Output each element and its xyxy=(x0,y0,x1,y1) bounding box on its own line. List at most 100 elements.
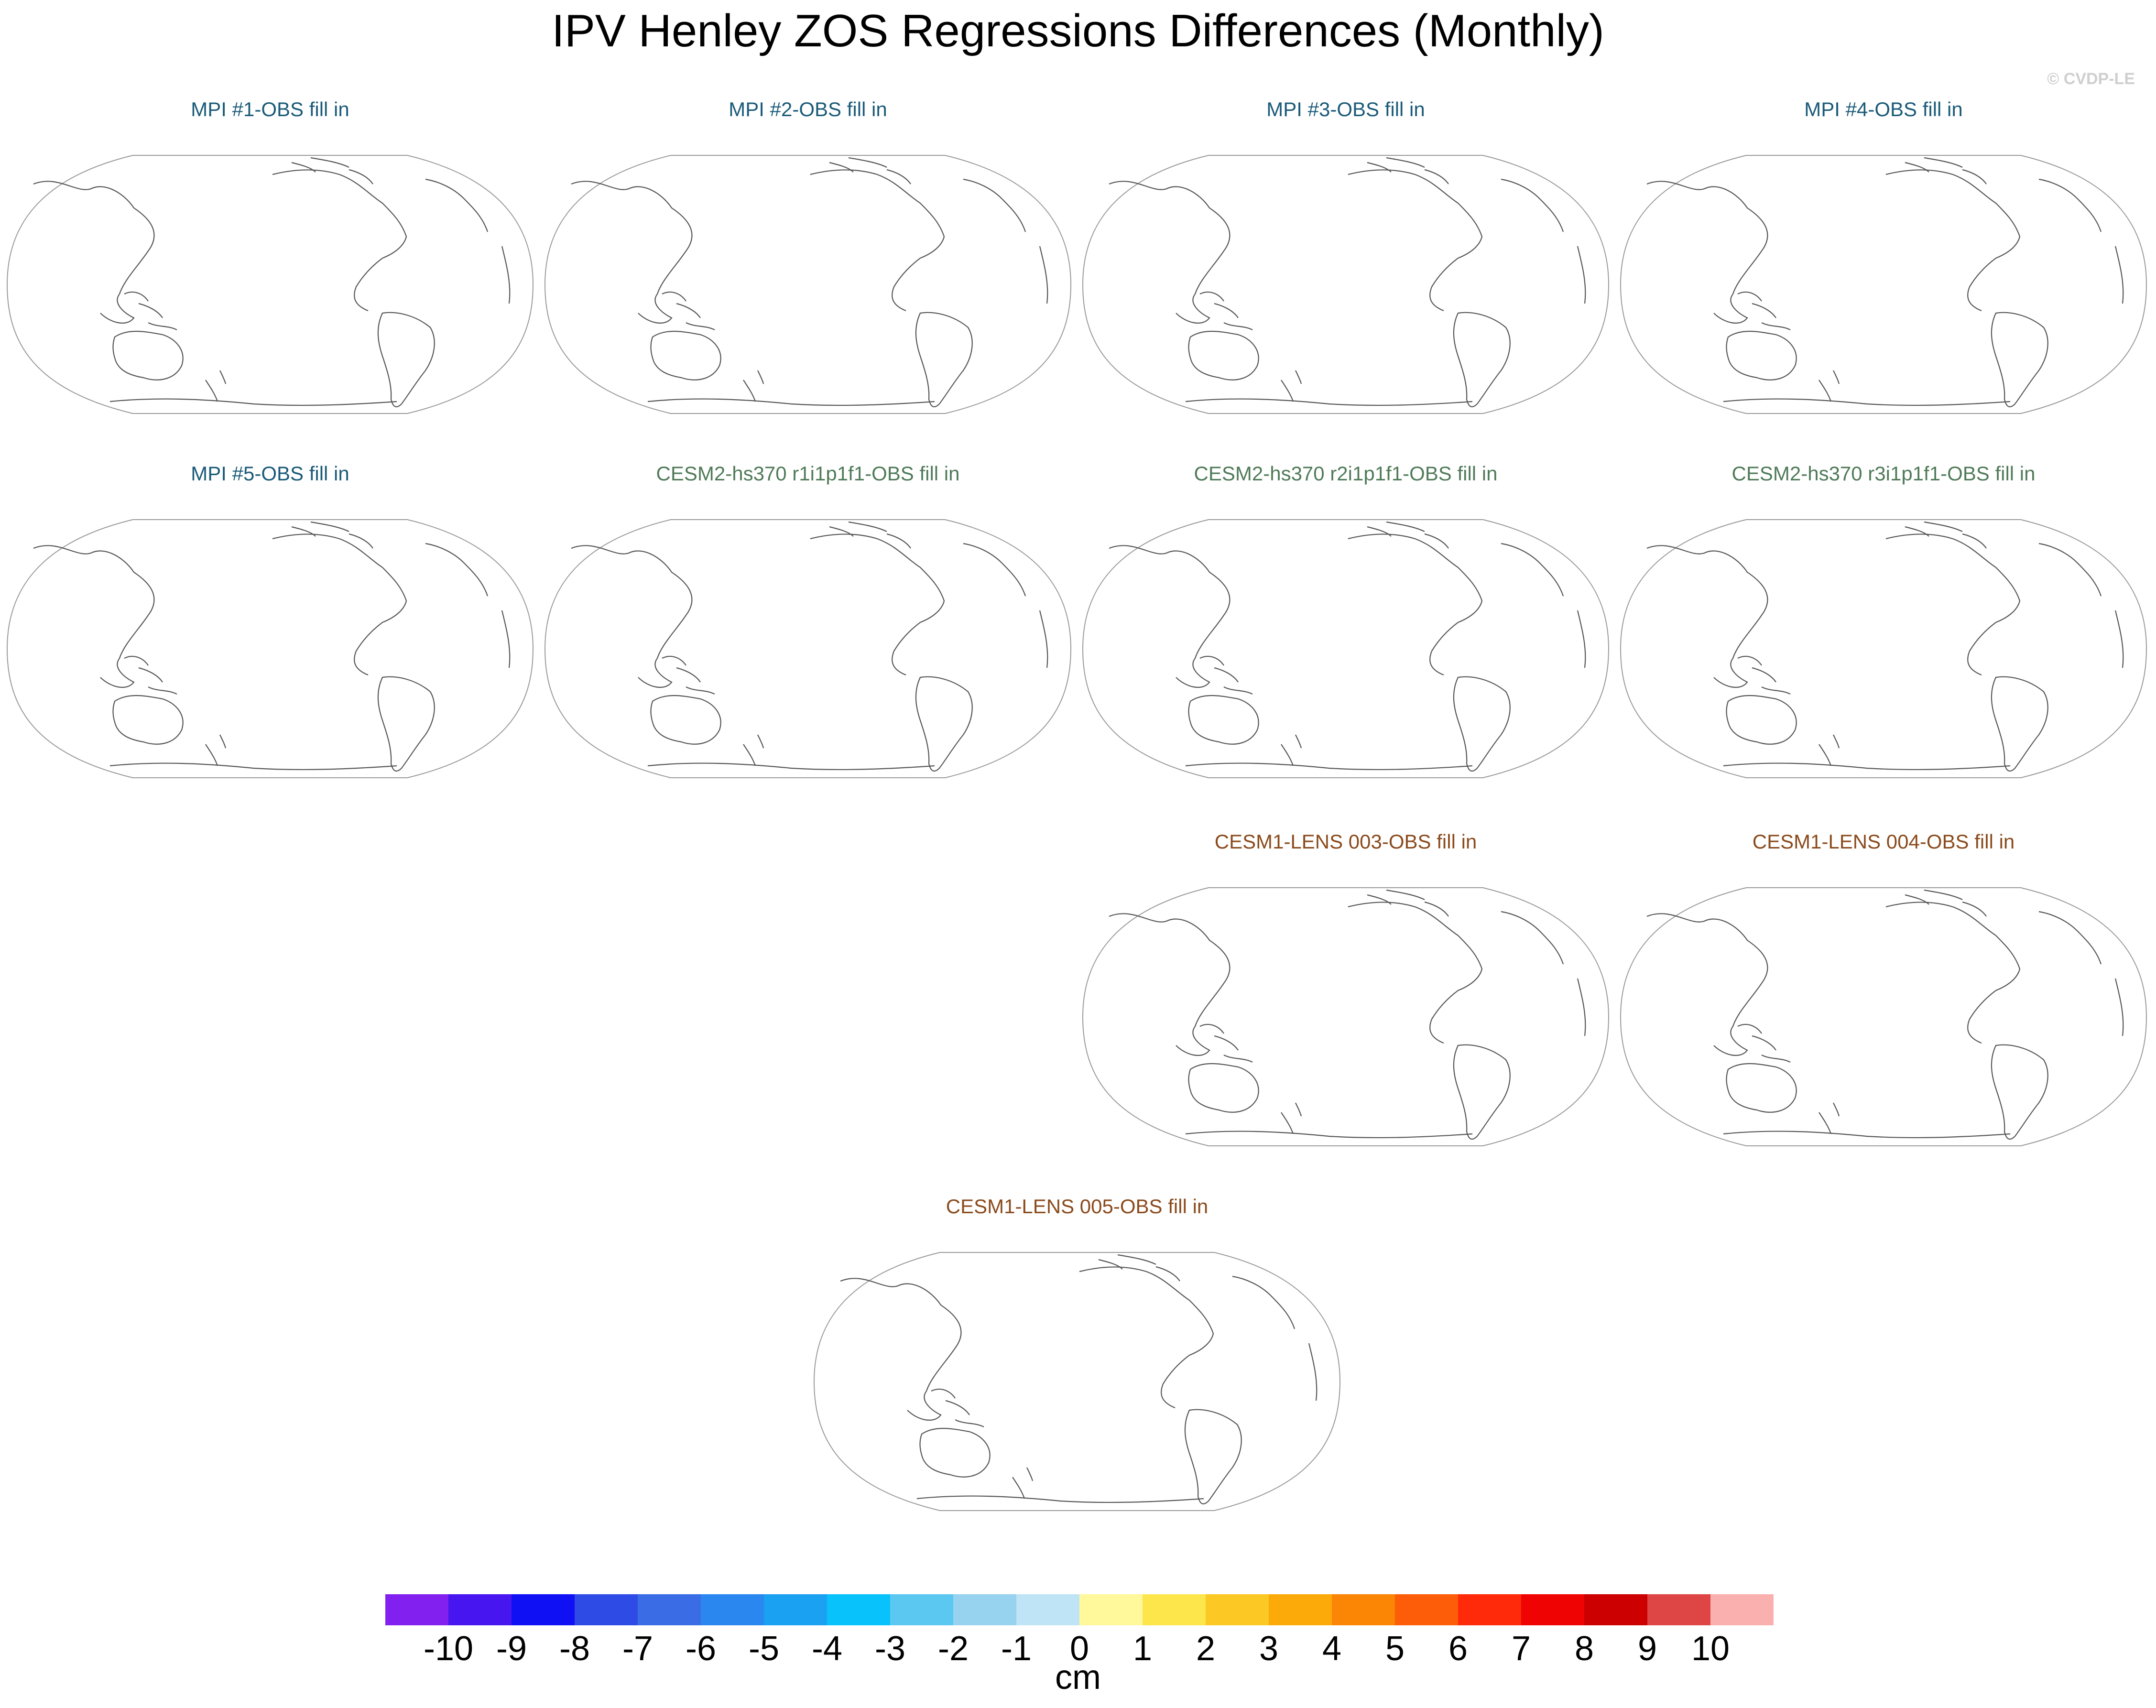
coastline xyxy=(1885,533,2021,676)
panel-title: CESM2-hs370 r3i1p1f1-OBS fill in xyxy=(1731,462,2036,485)
coastline xyxy=(1453,676,1511,772)
colorbar-tick-label: -3 xyxy=(874,1630,906,1668)
panel-title: MPI #2-OBS fill in xyxy=(729,98,887,120)
world-map xyxy=(544,155,1072,414)
colorbar-tick-label: 3 xyxy=(1259,1630,1279,1668)
coastline xyxy=(1281,734,1302,766)
map-boundary xyxy=(1620,887,2147,1146)
world-map xyxy=(1082,519,1610,778)
world-map xyxy=(1082,155,1610,414)
coastline xyxy=(1184,1409,1242,1505)
coastline xyxy=(1281,370,1302,402)
coastline xyxy=(1501,543,1586,668)
colorbar-tick-label: 5 xyxy=(1385,1630,1405,1668)
world-map xyxy=(1620,887,2147,1146)
coastline xyxy=(1723,762,2011,771)
colorbar-swatch xyxy=(512,1594,575,1625)
coastline xyxy=(1348,169,1483,312)
map-boundary xyxy=(813,1252,1341,1511)
coastline xyxy=(1818,1102,1840,1134)
colorbar-swatch xyxy=(701,1594,764,1625)
colorbar-tick-label: -6 xyxy=(685,1630,717,1668)
world-map xyxy=(1082,887,1610,1146)
coastline xyxy=(1646,181,1768,324)
coastline xyxy=(377,676,435,772)
map-boundary xyxy=(1620,519,2147,778)
colorbar-tick-label: 8 xyxy=(1574,1630,1594,1668)
map-boundary xyxy=(6,155,534,414)
coastline xyxy=(1185,1131,1473,1139)
coastline xyxy=(963,543,1048,668)
coastline xyxy=(1453,1044,1511,1140)
coastline xyxy=(1281,1102,1302,1134)
coastline xyxy=(963,178,1048,304)
colorbar-swatch xyxy=(1584,1594,1647,1625)
coastline xyxy=(931,1388,984,1427)
coastline xyxy=(1646,545,1768,688)
coastline xyxy=(124,291,177,330)
coastline xyxy=(2038,911,2124,1036)
coastline xyxy=(1185,398,1473,406)
coastline xyxy=(1737,655,1791,695)
world-map xyxy=(6,155,534,414)
coastline xyxy=(109,398,397,406)
colorbar-tick-label: -1 xyxy=(1001,1630,1032,1668)
coastline xyxy=(1199,655,1253,695)
panel-title: CESM1-LENS 004-OBS fill in xyxy=(1752,830,2015,853)
colorbar-swatch xyxy=(1079,1594,1143,1625)
coastline xyxy=(1109,913,1230,1056)
coastline xyxy=(1348,533,1483,676)
coastline xyxy=(743,734,764,766)
colorbar-tick-label: 7 xyxy=(1511,1630,1531,1668)
world-map xyxy=(1620,519,2147,778)
coastline xyxy=(1723,398,2011,406)
panel-title: CESM1-LENS 003-OBS fill in xyxy=(1214,830,1477,853)
coastline xyxy=(109,762,397,771)
coastline xyxy=(1818,734,1840,766)
coastline xyxy=(1367,521,1449,549)
coastline xyxy=(829,157,911,185)
colorbar-tick-label: 0 xyxy=(1069,1630,1089,1668)
map-boundary xyxy=(544,519,1072,778)
map-boundary xyxy=(1082,155,1610,414)
coastline xyxy=(1367,157,1449,185)
coastline xyxy=(650,330,721,381)
colorbar-tick-label: 9 xyxy=(1637,1630,1657,1668)
coastline xyxy=(1646,913,1768,1056)
coastline xyxy=(1905,889,1987,917)
coastline xyxy=(1885,169,2021,312)
colorbar-swatch xyxy=(1206,1594,1269,1625)
watermark: © CVDP-LE xyxy=(2047,70,2135,88)
coastline xyxy=(124,655,177,695)
coastline xyxy=(1905,157,1987,185)
coastline xyxy=(272,533,407,676)
world-map xyxy=(813,1252,1341,1511)
coastline xyxy=(916,1495,1204,1503)
colorbar-tick-label: -10 xyxy=(423,1630,474,1668)
coastline xyxy=(1453,312,1511,408)
colorbar-swatch xyxy=(764,1594,827,1625)
colorbar-tick-label: 2 xyxy=(1196,1630,1216,1668)
colorbar-swatch xyxy=(827,1594,890,1625)
colorbar-swatch xyxy=(385,1594,448,1625)
coastline xyxy=(1726,695,1797,745)
coastline xyxy=(425,543,511,668)
coastline xyxy=(1501,178,1586,304)
panel-title: MPI #1-OBS fill in xyxy=(191,98,349,120)
coastline xyxy=(1991,1044,2048,1140)
coastline xyxy=(650,695,721,745)
coastline xyxy=(1818,370,1840,402)
coastline xyxy=(1367,889,1449,917)
coastline xyxy=(829,521,911,549)
coastline xyxy=(291,157,373,185)
coastline xyxy=(291,521,373,549)
coastline xyxy=(33,181,155,324)
colorbar-tick-label: -4 xyxy=(811,1630,843,1668)
panel-title: CESM2-hs370 r1i1p1f1-OBS fill in xyxy=(656,462,960,485)
coastline xyxy=(1501,911,1586,1036)
coastline xyxy=(1723,1131,2011,1139)
main-title: IPV Henley ZOS Regressions Differences (… xyxy=(552,5,1604,56)
colorbar-swatch xyxy=(1143,1594,1206,1625)
colorbar-swatch xyxy=(1269,1594,1332,1625)
coastline xyxy=(2038,543,2124,668)
